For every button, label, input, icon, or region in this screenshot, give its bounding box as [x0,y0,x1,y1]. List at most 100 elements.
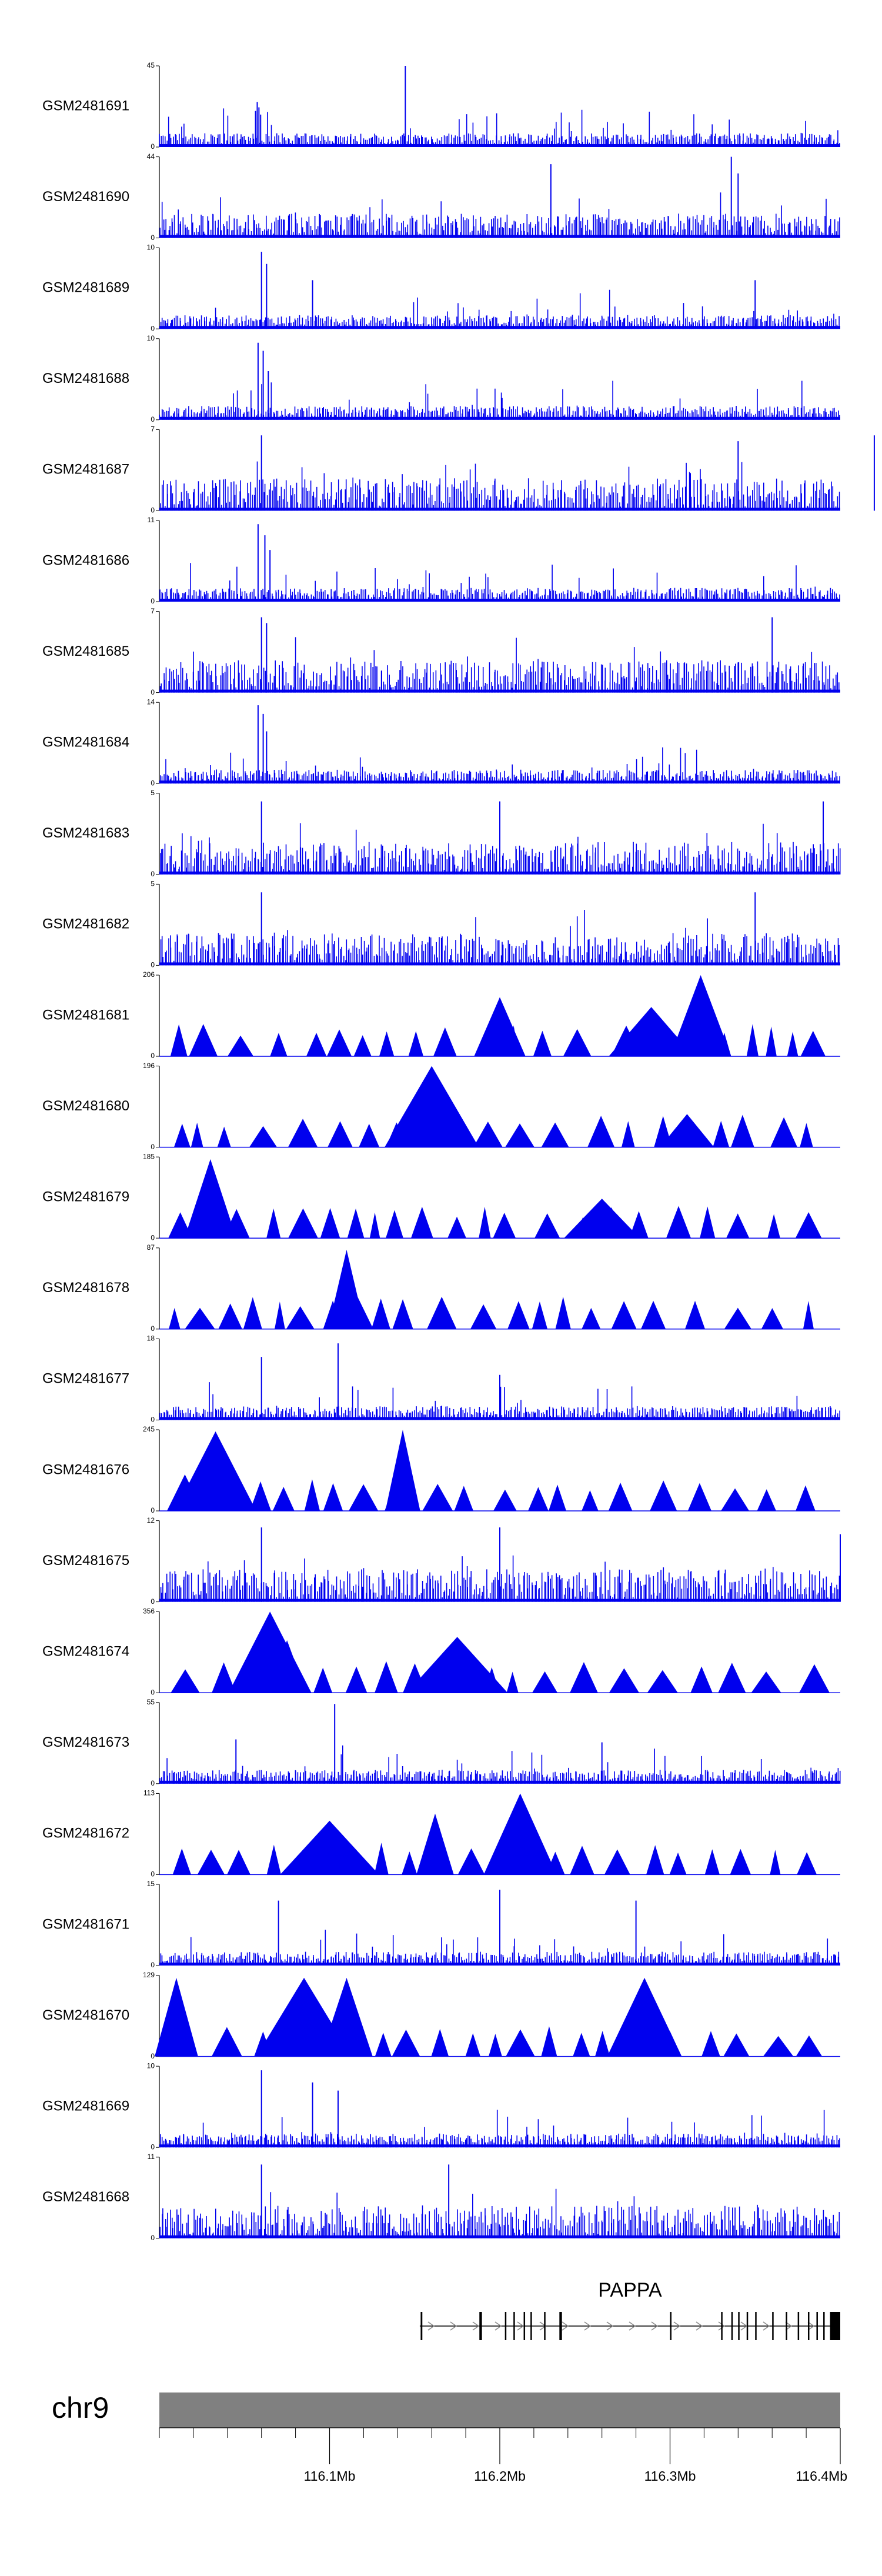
exon [559,2312,562,2340]
signal-area [392,1299,413,1329]
track-label: GSM2481676 [42,1461,129,1477]
y-tick-label-zero: 0 [151,2143,155,2151]
track-GSM2481680: GSM2481680 196 0 [42,1062,840,1151]
peak-area [670,975,731,1056]
strand-arrow [606,2321,614,2331]
track-label: GSM2481679 [42,1189,129,1205]
signal-area [470,1304,497,1329]
signal-area [796,2035,823,2057]
signal-area [272,1487,295,1511]
track-label: GSM2481687 [42,462,129,478]
signal-area [757,1489,776,1511]
signal-area [666,1206,691,1239]
signal-area [803,1300,814,1329]
strand-arrow [584,2321,592,2331]
signal-area [375,2033,392,2057]
baseline-band [159,2144,840,2148]
signal-area [473,1122,503,1147]
signal-area [767,1214,780,1239]
track-label: GSM2481670 [42,2007,129,2023]
peak-area [416,1813,454,1875]
signal-area [751,1671,781,1693]
exon [823,2312,825,2340]
signal-area [465,2033,480,2057]
strand-arrow [807,2321,815,2331]
y-tick-label-zero: 0 [151,415,155,423]
strand-arrow [562,2321,569,2331]
y-tick-label-zero: 0 [151,597,155,605]
signal-area [505,1123,534,1147]
y-tick-label-zero: 0 [151,1961,155,1969]
track-label: GSM2481675 [42,1553,129,1569]
x-tick-label: 116.3Mb [644,2468,696,2484]
signal-bars [159,108,840,147]
signal-area [541,2026,557,2057]
signal-area [379,1031,395,1056]
signal-area [548,1484,567,1511]
exon [738,2312,740,2340]
peak-area [564,1199,640,1239]
peak-area [406,1637,508,1693]
y-tick-label-max: 206 [143,970,155,979]
exon [670,2312,671,2340]
signal-area [730,1848,751,1875]
y-tick-label-zero: 0 [151,1052,155,1060]
signal-area [555,1296,571,1329]
track-GSM2481676: GSM2481676 245 0 [42,1425,840,1514]
signal-area [726,1213,750,1239]
signal-area [422,1484,453,1511]
signal-area [718,1663,746,1693]
signal-area [270,1033,288,1056]
y-tick-label-zero: 0 [151,1233,155,1242]
signal-area [349,1484,379,1511]
signal-area [770,1117,798,1147]
signal-area [304,1479,320,1511]
signal-area [427,1296,457,1329]
exon [731,2312,733,2340]
signal-area [212,1662,236,1693]
exon [420,2312,423,2340]
y-tick-label-zero: 0 [151,506,155,515]
signal-area [700,1206,716,1239]
track-GSM2481679: GSM2481679 185 0 [42,1152,840,1242]
track-GSM2481675: GSM2481675 12 0 [42,1516,841,1606]
gene-label: PAPPA [598,2279,662,2301]
signal-area [723,2033,750,2057]
y-tick-label-max: 55 [147,1698,155,1706]
y-tick-label-max: 12 [147,1516,155,1524]
track-GSM2481691: GSM2481691 45 0 [42,61,840,151]
strand-arrow [696,2321,703,2331]
signal-bars [159,381,840,420]
track-GSM2481673: GSM2481673 55 0 [42,1698,841,1787]
track-GSM2481682: GSM2481682 5 0 [42,880,840,969]
signal-area [359,1123,380,1147]
baseline-band [159,235,840,238]
y-tick-label-zero: 0 [151,1779,155,1787]
signal-area [595,2031,610,2057]
track-label: GSM2481682 [42,916,129,932]
signal-area [797,1852,817,1875]
track-label: GSM2481685 [42,643,129,659]
signal-area [796,1485,816,1511]
y-tick-label-max: 10 [147,334,155,342]
signal-area [347,1208,365,1239]
y-tick-label-max: 185 [143,1152,155,1160]
peak-area [385,1066,479,1147]
signal-area [766,1026,777,1056]
track-label: GSM2481673 [42,1734,129,1750]
y-tick-label-zero: 0 [151,1688,155,1696]
peak-area [660,1114,714,1147]
y-tick-label-zero: 0 [151,1506,155,1514]
baseline-band [159,962,840,966]
track-label: GSM2481669 [42,2098,129,2114]
strand-arrow [450,2321,457,2331]
signal-area [611,1301,637,1329]
signal-area [731,1115,754,1147]
strand-arrow [472,2321,480,2331]
signal-area [563,1029,592,1056]
signal-area [532,1301,548,1329]
exon [816,2312,818,2340]
signal-area [608,1483,633,1511]
x-tick-label: 116.4Mb [796,2468,847,2484]
signal-area [288,1208,318,1239]
